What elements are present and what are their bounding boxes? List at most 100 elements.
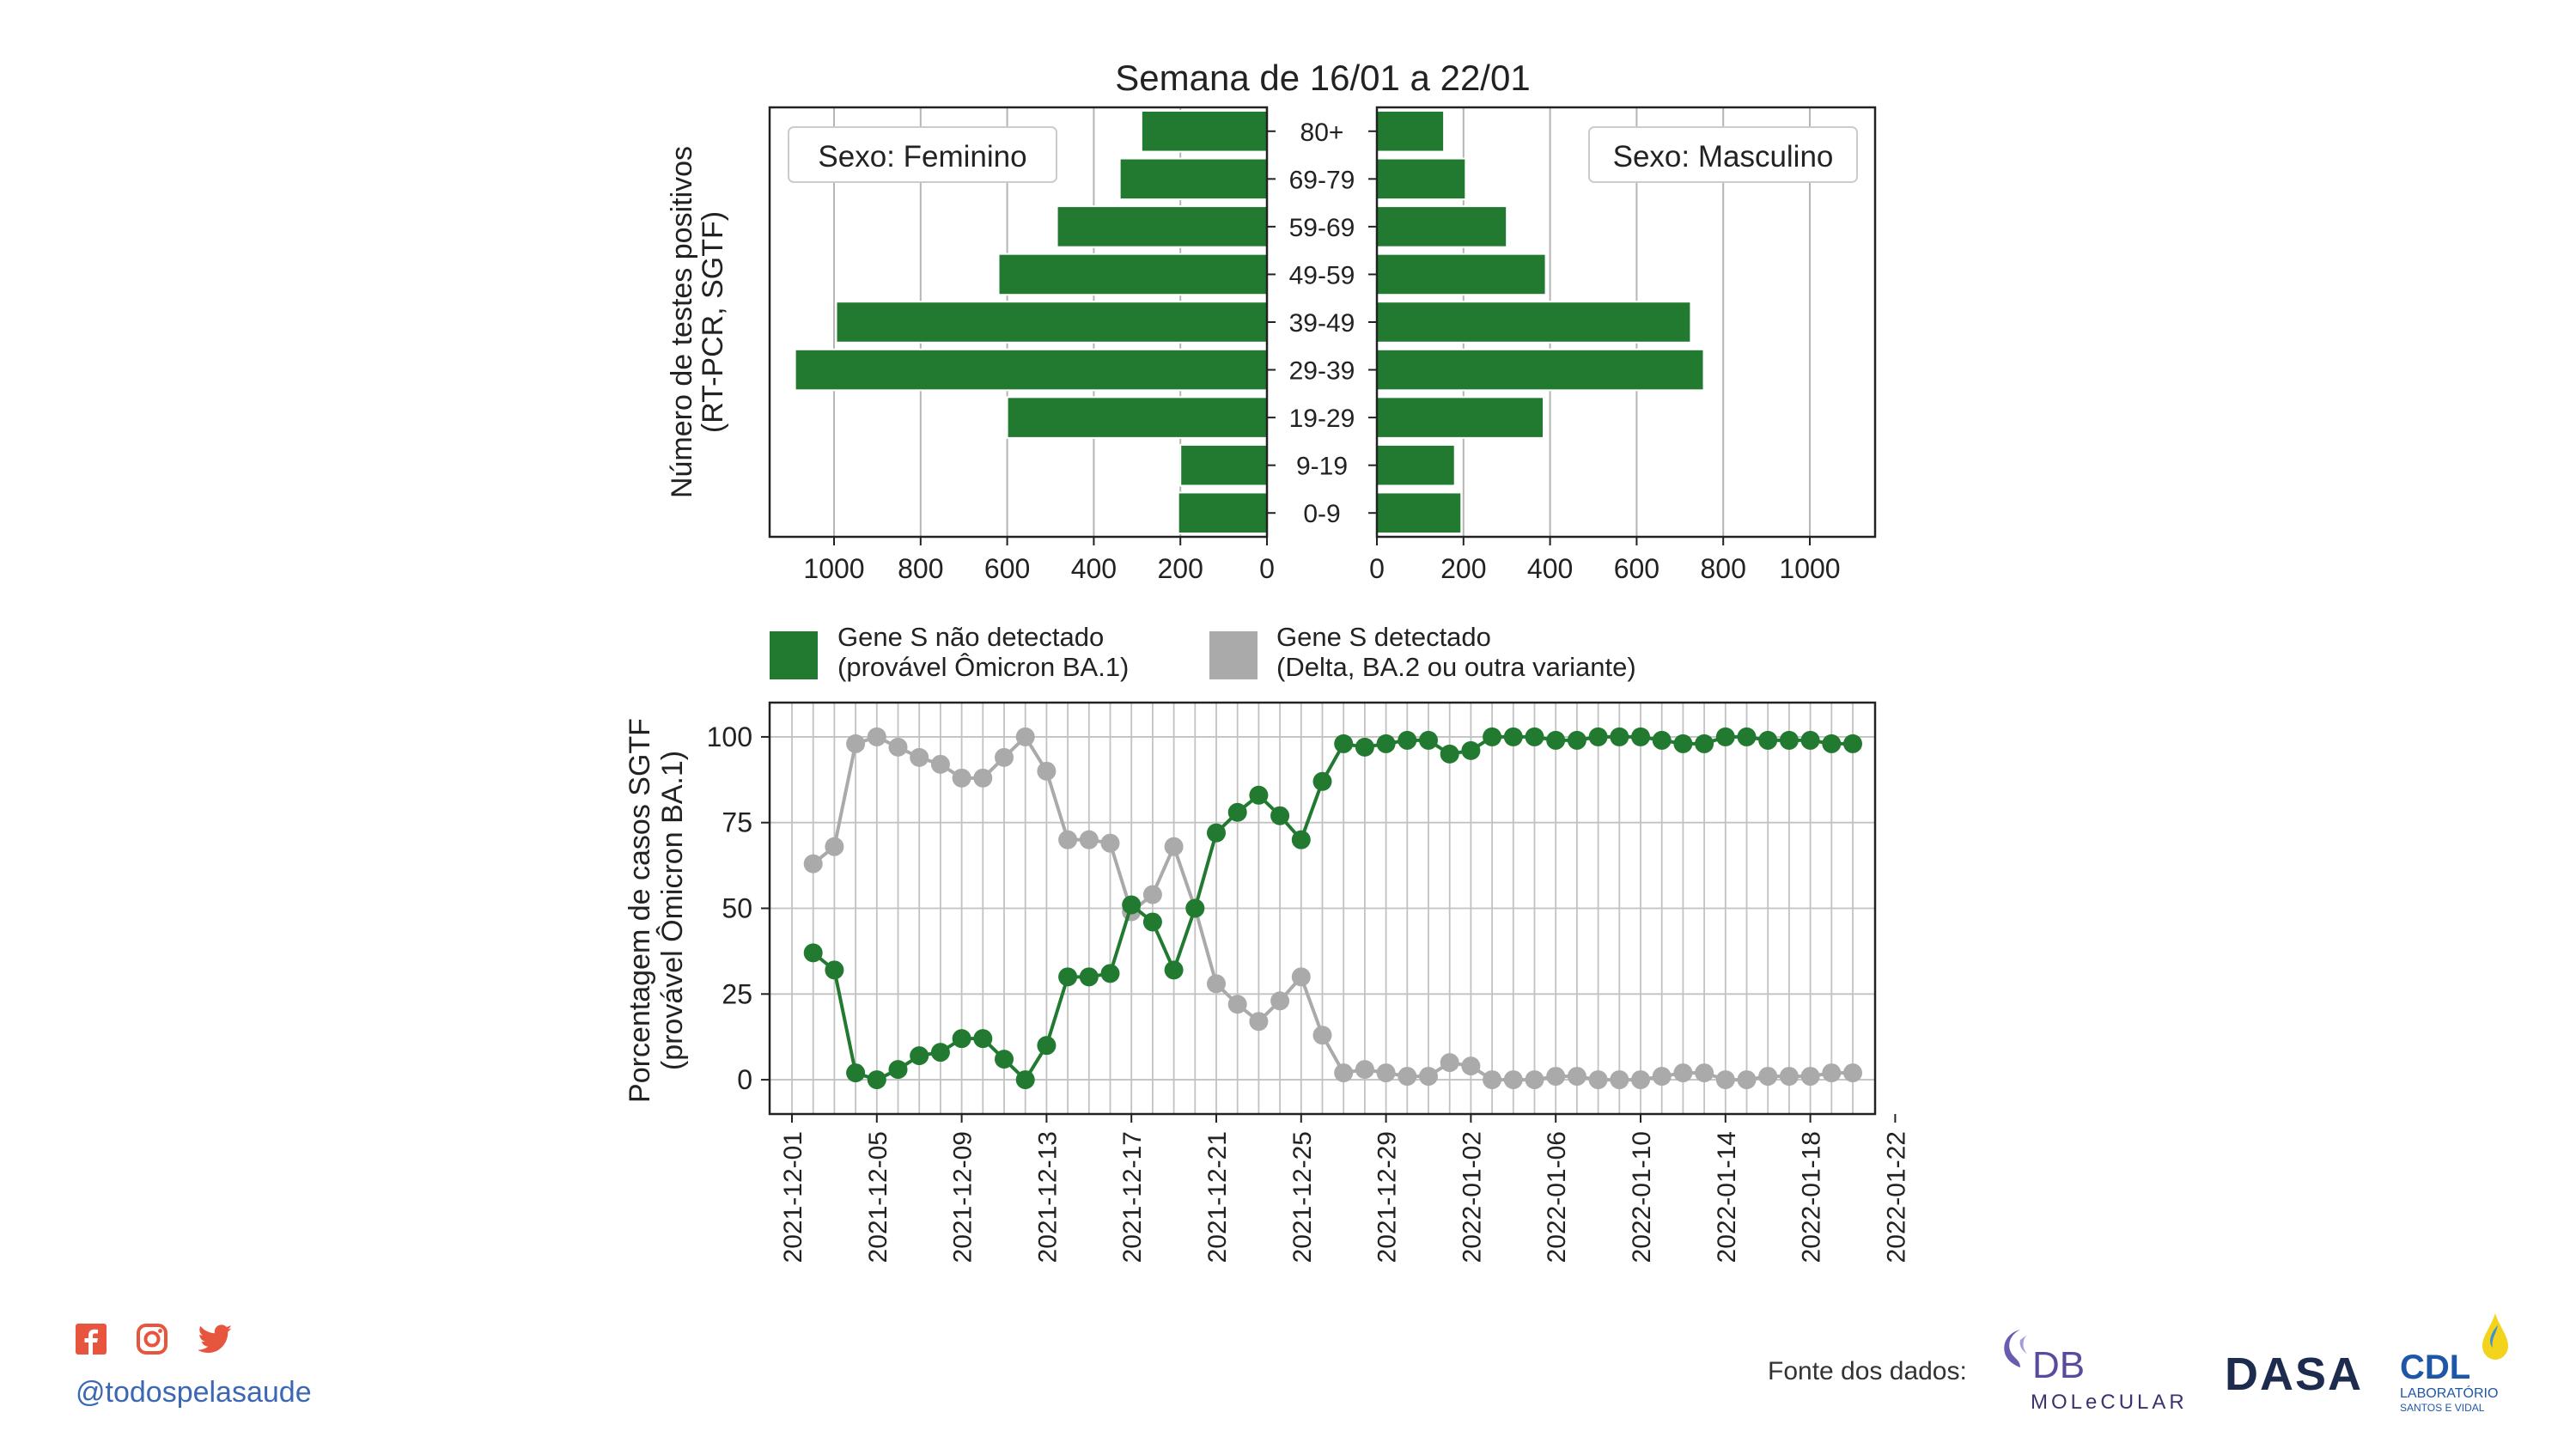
point-other [930, 754, 950, 774]
bar-female [1179, 443, 1268, 487]
bar-female [1177, 491, 1269, 535]
point-other [1525, 1070, 1544, 1090]
x-tick-label: 200 [1158, 553, 1203, 584]
point-omicron [995, 1050, 1014, 1069]
x-tick-label: 1000 [803, 553, 864, 584]
age-group-label: 59-69 [1289, 214, 1355, 242]
point-other [1142, 885, 1162, 904]
point-omicron [888, 1060, 908, 1080]
legend-other: (Delta, BA.2 ou outra variante) [1276, 652, 1636, 682]
y-tick-label: 50 [722, 893, 752, 924]
point-omicron [1122, 895, 1142, 915]
point-omicron [1652, 730, 1672, 750]
point-other [867, 727, 886, 746]
x-tick-label: 2021-12-29 [1373, 1131, 1402, 1263]
point-omicron [1015, 1070, 1035, 1090]
point-omicron [1546, 730, 1566, 750]
plot-frame-male [1375, 106, 1877, 539]
legend-other: Gene S detectado [1276, 622, 1491, 652]
point-other [846, 734, 866, 753]
y-axis-label: Porcentagem de casos SGTF [624, 718, 656, 1103]
point-other [1100, 833, 1120, 853]
legend-female: Sexo: Feminino [818, 140, 1026, 174]
x-tick-label: 2021-12-09 [949, 1131, 977, 1263]
db-molecular-logo: DB MOLeCULAR [2001, 1323, 2199, 1417]
point-other [1312, 1026, 1332, 1045]
legend-box-male [1588, 126, 1858, 183]
point-other [1270, 991, 1290, 1011]
bar-male [1376, 396, 1545, 439]
point-omicron [1079, 967, 1099, 987]
y-axis-label: Número de testes positivos [666, 146, 698, 498]
point-other [1398, 1067, 1417, 1087]
point-other [910, 747, 929, 767]
bar-male [1376, 253, 1547, 296]
point-omicron [1461, 740, 1481, 760]
bar-female [1118, 157, 1269, 201]
x-tick-label: 800 [1701, 553, 1746, 584]
point-other [1249, 1012, 1269, 1032]
point-other [1737, 1070, 1757, 1090]
x-tick-label: 2022-01-22 [1882, 1131, 1910, 1263]
point-other [888, 737, 908, 757]
point-other [1079, 830, 1099, 849]
x-tick-label: 2022-01-14 [1713, 1131, 1741, 1263]
x-tick-label: 200 [1440, 553, 1486, 584]
point-omicron [1249, 785, 1269, 805]
point-omicron [910, 1046, 929, 1066]
point-omicron [825, 960, 844, 980]
point-omicron [1227, 802, 1247, 822]
cdl-logo: CDL LABORATÓRIO SANTOS E VIDAL [2396, 1310, 2534, 1422]
legend-omicron: Gene S não detectado [837, 622, 1104, 652]
x-tick-label: 400 [1527, 553, 1573, 584]
point-omicron [1779, 730, 1799, 750]
point-omicron [1164, 960, 1184, 980]
point-other [1440, 1053, 1459, 1073]
x-tick-label: 1000 [1779, 553, 1840, 584]
point-omicron [1800, 730, 1820, 750]
facebook-icon[interactable] [76, 1324, 107, 1359]
point-other [1227, 995, 1247, 1014]
point-other [1355, 1060, 1374, 1080]
point-omicron [867, 1070, 886, 1090]
point-other [1610, 1070, 1629, 1090]
social-handle[interactable]: @todospelasaude [76, 1376, 312, 1409]
point-other [1015, 727, 1035, 746]
instagram-icon[interactable] [136, 1323, 168, 1360]
x-tick-label: 800 [898, 553, 943, 584]
point-omicron [846, 1063, 866, 1083]
bar-male [1376, 301, 1692, 344]
x-tick-label: 2022-01-18 [1798, 1131, 1826, 1263]
point-other [1164, 837, 1184, 856]
point-other [1631, 1070, 1650, 1090]
age-group-label: 9-19 [1296, 453, 1348, 481]
age-group-label: 19-29 [1289, 405, 1355, 433]
legend-swatch-omicron [770, 631, 818, 679]
svg-text:DASA: DASA [2225, 1349, 2362, 1398]
y-axis-label: (RT-PCR, SGTF) [697, 211, 729, 433]
point-other [803, 854, 823, 874]
x-tick-label: 2021-12-13 [1033, 1131, 1062, 1263]
twitter-icon[interactable] [197, 1324, 233, 1358]
bar-female [997, 253, 1269, 296]
bar-female [1140, 110, 1268, 153]
point-other [1291, 967, 1311, 987]
x-tick-label: 2022-01-10 [1628, 1131, 1656, 1263]
x-tick-label: 2021-12-17 [1118, 1131, 1147, 1263]
point-other [1461, 1056, 1481, 1076]
point-omicron [1843, 734, 1862, 753]
point-omicron [973, 1029, 993, 1049]
y-tick-label: 0 [737, 1064, 752, 1095]
plot-frame-line [768, 701, 1877, 1116]
point-omicron [1419, 730, 1438, 750]
dasa-logo: DASA [2225, 1347, 2362, 1400]
point-other [1503, 1070, 1523, 1090]
bar-male [1376, 110, 1446, 153]
bar-female [1056, 205, 1269, 248]
chart-title: Semana de 16/01 a 22/01 [1115, 58, 1530, 98]
point-other [1822, 1063, 1842, 1083]
social-icons [76, 1323, 259, 1360]
point-omicron [1185, 898, 1205, 918]
point-other [1058, 830, 1078, 849]
bar-male [1376, 491, 1463, 535]
